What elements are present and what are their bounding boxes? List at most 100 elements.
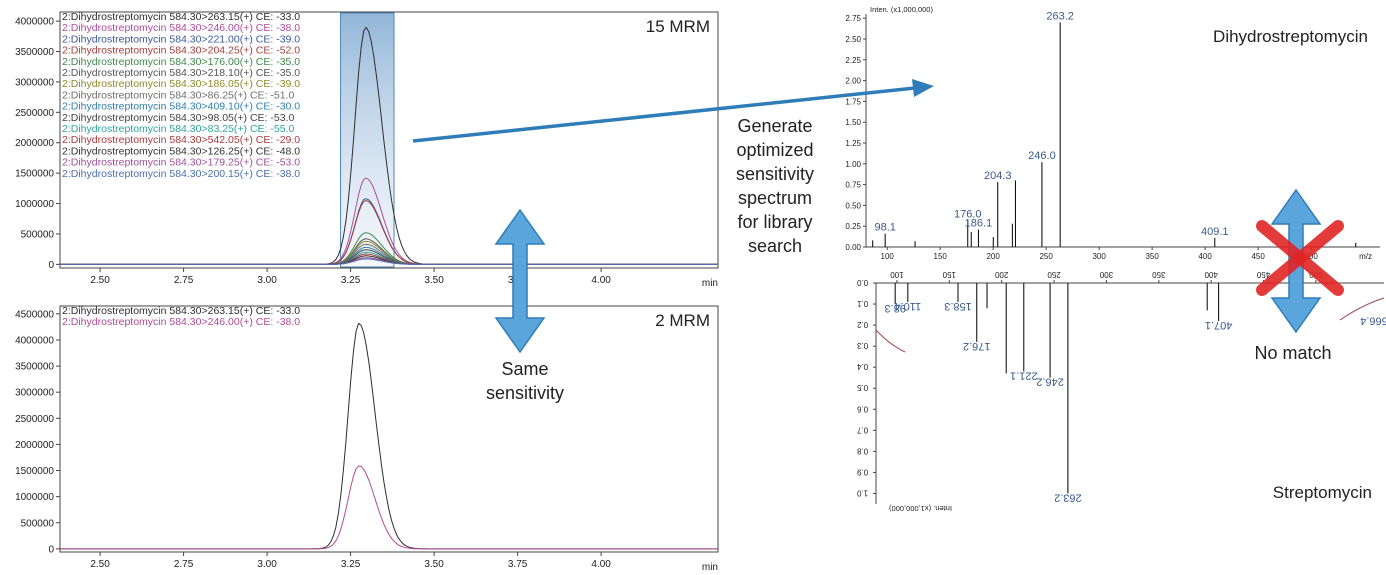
generate-spectrum-arrow-head (912, 79, 934, 97)
legend-entry: 2:Dihydrostreptomycin 584.30>263.15(+) C… (62, 11, 300, 23)
x-tick-label: 150 (942, 270, 956, 279)
peak-label: 407.1 (1205, 319, 1233, 331)
no-match-callout: No match (1238, 341, 1348, 365)
y-tick-label: 0.8 (856, 446, 868, 455)
compound-name: Streptomycin (1273, 483, 1372, 502)
x-tick-label: 300 (1092, 252, 1106, 261)
generate-line-1: Generate (737, 116, 813, 136)
legend-entry: 2:Dihydrostreptomycin 584.30>204.25(+) C… (62, 45, 300, 57)
y-tick-label: 0.25 (845, 222, 861, 231)
legend-entry: 2:Dihydrostreptomycin 584.30>218.10(+) C… (62, 67, 300, 79)
x-tick-label: 2.75 (174, 559, 194, 570)
x-tick-label: 400 (1198, 252, 1212, 261)
x-tick-label: 3.50 (424, 559, 444, 570)
y-tick-label: 500000 (21, 518, 55, 529)
y-tick-label: 3500000 (15, 362, 54, 373)
y-tick-label: 1000000 (15, 199, 54, 210)
peak-label: 263.2 (1054, 491, 1082, 503)
x-tick-label: 4.00 (591, 559, 611, 570)
x-tick-label: 250 (1047, 270, 1061, 279)
y-tick-label: 2.50 (845, 35, 861, 44)
peak-label: 246.2 (1036, 376, 1064, 388)
y-tick-label: 1500000 (15, 169, 54, 180)
y-tick-label: 0.00 (845, 243, 861, 252)
y-tick-label: 1.00 (845, 160, 861, 169)
y-tick-label: 3000000 (15, 77, 54, 88)
generate-callout: Generate optimized sensitivity spectrum … (720, 114, 830, 258)
same-line-2: sensitivity (485, 383, 565, 403)
x-tick-label: 100 (890, 270, 904, 279)
legend-entry: 2:Dihydrostreptomycin 584.30>542.05(+) C… (62, 134, 300, 146)
selected-peak-region (340, 12, 395, 268)
y-tick-label: 2.00 (845, 77, 861, 86)
y-tick-label: 2000000 (15, 138, 54, 149)
x-tick-label: 500 (1304, 252, 1318, 261)
x-tick-label: 450 (1256, 270, 1270, 279)
legend-entry: 2:Dihydrostreptomycin 584.30>221.00(+) C… (62, 33, 300, 45)
y-tick-label: 1.75 (845, 97, 861, 106)
chromatogram-frame-0 (59, 11, 719, 269)
x-tick-label: 350 (1152, 270, 1166, 279)
same-line-1: Same (501, 359, 549, 379)
reference-trace-right (1339, 297, 1385, 321)
x-tick-label: 100 (881, 252, 895, 261)
legend-entry: 2:Dihydrostreptomycin 584.30>246.00(+) C… (62, 22, 300, 34)
x-tick-label: 200 (994, 270, 1008, 279)
y-tick-label: 1500000 (15, 466, 54, 477)
y-tick-label: 4500000 (15, 309, 54, 320)
y-tick-label: 2000000 (15, 440, 54, 451)
generate-line-4: spectrum (737, 188, 813, 208)
y-tick-label: 2.25 (845, 56, 861, 65)
intensity-axis-label: Inten. (x1,000,000) (870, 5, 933, 14)
legend-entry: 2:Dihydrostreptomycin 584.30>176.00(+) C… (62, 56, 300, 68)
y-tick-label: 0.7 (856, 425, 868, 434)
y-tick-label: 0.0 (856, 278, 868, 287)
same-sensitivity-callout: Same sensitivity (470, 357, 580, 405)
x-tick-label: 150 (934, 252, 948, 261)
peak-label: 186.1 (965, 218, 993, 230)
trace-line (60, 258, 718, 265)
y-tick-label: 500000 (21, 229, 55, 240)
y-tick-label: 0.6 (856, 404, 868, 413)
no-match-cross-icon (1256, 220, 1344, 296)
y-tick-label: 2500000 (15, 108, 54, 119)
peak-label: 158.3 (944, 300, 972, 312)
peak-label: 409.1 (1201, 226, 1229, 238)
x-tick-label: 300 (1099, 270, 1113, 279)
x-tick-label: 3.00 (257, 275, 277, 286)
y-tick-label: 4000000 (15, 17, 54, 28)
legend-entry: 2:Dihydrostreptomycin 584.30>263.15(+) C… (62, 305, 300, 317)
x-tick-label: 2.50 (90, 275, 110, 286)
y-tick-label: 2500000 (15, 414, 54, 425)
peak-label: 98.3 (884, 302, 905, 314)
trace-line (60, 322, 718, 550)
generate-line-6: search (747, 236, 803, 256)
y-tick-label: 0.9 (856, 467, 868, 476)
reference-trace-left (875, 329, 906, 353)
legend-entry: 2:Dihydrostreptomycin 584.30>200.15(+) C… (62, 168, 300, 180)
y-tick-label: 0.1 (856, 299, 868, 308)
trace-line (60, 465, 718, 550)
x-tick-label: 4.00 (591, 275, 611, 286)
x-tick-label: 3.25 (341, 559, 361, 570)
peak-label: 176.2 (963, 340, 991, 352)
y-tick-label: 0.5 (856, 383, 868, 392)
y-tick-label: 4000000 (15, 335, 54, 346)
x-tick-label: 3.25 (341, 275, 361, 286)
y-tick-label: 3000000 (15, 388, 54, 399)
y-tick-label: 1.25 (845, 139, 861, 148)
peak-label: 98.1 (874, 222, 895, 234)
generate-line-3: sensitivity (735, 164, 815, 184)
chromatogram-frame-1 (59, 305, 719, 553)
x-tick-label: 400 (1204, 270, 1218, 279)
x-tick-label: 350 (1145, 252, 1159, 261)
generate-line-5: for library (737, 212, 813, 232)
peak-label: 176.0 (954, 208, 982, 220)
legend-entry: 2:Dihydrostreptomycin 584.30>83.25(+) CE… (62, 123, 294, 135)
y-tick-label: 0.50 (845, 201, 861, 210)
legend-entry: 2:Dihydrostreptomycin 584.30>86.25(+) CE… (62, 89, 294, 101)
y-tick-label: 2.75 (845, 14, 861, 23)
y-tick-label: 0.3 (856, 341, 868, 350)
legend-entry: 2:Dihydrostreptomycin 584.30>179.25(+) C… (62, 157, 300, 169)
peak-label: 110.4 (894, 300, 921, 312)
